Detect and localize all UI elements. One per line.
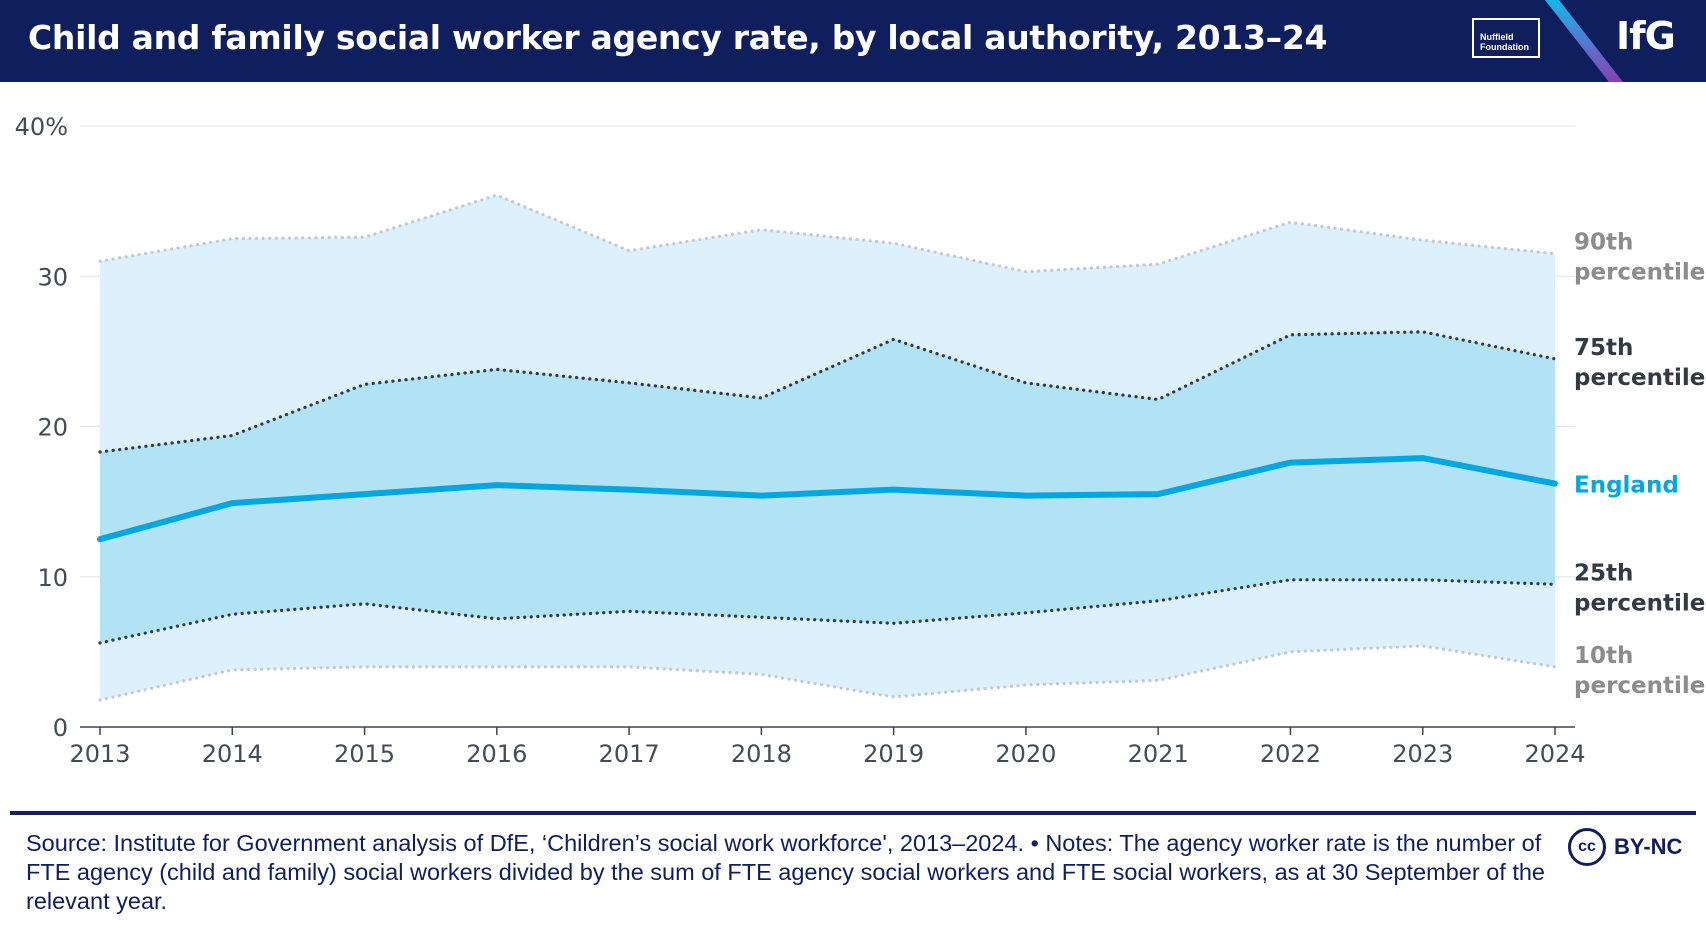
x-tick-label-2019: 2019 <box>863 740 924 768</box>
x-tick-label-2013: 2013 <box>69 740 130 768</box>
line-england <box>97 455 1558 543</box>
nuffield-logo-line2: Foundation <box>1480 42 1529 52</box>
series-labels: 90th percentile 75th percentile England 25th p… <box>1574 230 1705 699</box>
ifg-logo: IfG <box>1616 14 1676 58</box>
series-label-line: 75th <box>1574 335 1633 361</box>
x-tick-label-2017: 2017 <box>599 740 660 768</box>
band-25th-75th-percentile <box>100 331 1555 643</box>
y-tick-label-0: 0 <box>53 714 68 742</box>
series-label-line: percentile <box>1574 590 1705 616</box>
series-lines <box>97 193 1558 702</box>
series-label-75th-percentile: 75th percentile <box>1574 335 1705 391</box>
x-tick-label-2024: 2024 <box>1524 740 1585 768</box>
x-tick-label-2020: 2020 <box>995 740 1056 768</box>
chart-title: Child and family social worker agency ra… <box>28 18 1328 57</box>
line-25th-percentile <box>98 578 1557 645</box>
series-label-line: percentile <box>1574 673 1705 699</box>
x-tick-label-2022: 2022 <box>1260 740 1321 768</box>
header-bar: Child and family social worker agency ra… <box>0 0 1706 82</box>
ifg-stripe-icon <box>1545 0 1623 82</box>
y-tick-label-20: 20 <box>37 414 68 442</box>
series-label-line: 10th <box>1574 643 1633 669</box>
series-label-line: percentile <box>1574 365 1705 391</box>
license-label: BY-NC <box>1614 834 1683 859</box>
series-label-line: England <box>1574 473 1679 499</box>
source-note: Source: Institute for Government analysi… <box>26 830 1545 914</box>
footer-divider <box>10 811 1696 815</box>
x-tick-label-2015: 2015 <box>334 740 395 768</box>
x-tick-label-2018: 2018 <box>731 740 792 768</box>
line-10th-percentile <box>98 644 1557 702</box>
series-label-line: percentile <box>1574 260 1705 286</box>
series-label-line: 25th <box>1574 560 1633 586</box>
axes: 0 10 20 30 40% 2013 2014 2015 2016 2017 2018 2019 20… <box>15 113 1586 768</box>
series-label-90th-percentile: 90th percentile <box>1574 230 1705 286</box>
series-label-england: England <box>1574 473 1679 499</box>
y-tick-label-30: 30 <box>37 263 68 291</box>
x-tick-label-2014: 2014 <box>202 740 263 768</box>
nuffield-logo-line1: Nuffield <box>1480 32 1514 42</box>
nuffield-foundation-logo: Nuffield Foundation <box>1472 18 1540 58</box>
line-75th-percentile <box>98 330 1557 454</box>
series-label-10th-percentile: 10th percentile <box>1574 643 1705 699</box>
y-tick-label-10: 10 <box>37 564 68 592</box>
line-90th-percentile <box>98 193 1557 274</box>
x-tick-label-2021: 2021 <box>1128 740 1189 768</box>
chart-area: 0 10 20 30 40% 2013 2014 2015 2016 2017 2018 2019 20… <box>15 113 1706 768</box>
y-tick-label-40: 40% <box>15 113 68 141</box>
percentile-bands <box>100 195 1555 700</box>
x-tick-label-2023: 2023 <box>1392 740 1453 768</box>
series-label-25th-percentile: 25th percentile <box>1574 560 1705 616</box>
x-tick-label-2016: 2016 <box>466 740 527 768</box>
cc-icon: cc <box>1568 828 1606 866</box>
series-label-line: 90th <box>1574 230 1633 256</box>
